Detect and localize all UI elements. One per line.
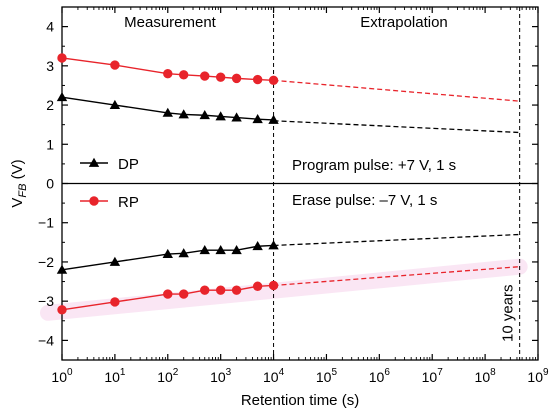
data-point-dp-erase bbox=[268, 240, 279, 250]
x-tick-label: 100 bbox=[51, 367, 73, 385]
data-point-rp-program bbox=[231, 73, 242, 84]
rp-erase-highlight bbox=[40, 258, 528, 321]
data-point-dp-erase bbox=[252, 241, 263, 251]
data-point-rp-program bbox=[178, 70, 189, 80]
measurement-label: Measurement bbox=[124, 14, 217, 31]
series-markers-layer bbox=[56, 53, 279, 315]
extrapolation-line-rp-erase bbox=[273, 266, 520, 287]
data-point-rp-program bbox=[252, 74, 263, 85]
x-tick-label: 103 bbox=[210, 367, 232, 385]
data-point-dp-program bbox=[252, 113, 263, 124]
highlight-layer bbox=[40, 258, 528, 321]
extrapolation-label: Extrapolation bbox=[360, 14, 448, 31]
data-point-rp-erase bbox=[200, 285, 210, 295]
data-point-rp-program bbox=[200, 71, 210, 81]
data-point-rp-erase bbox=[178, 289, 189, 299]
y-tick-label: 2 bbox=[46, 97, 54, 113]
data-point-rp-erase bbox=[110, 297, 120, 307]
y-tick-label: 4 bbox=[46, 19, 54, 35]
data-point-rp-erase bbox=[231, 285, 242, 295]
data-point-rp-erase bbox=[57, 305, 67, 315]
data-point-dp-program bbox=[215, 111, 226, 121]
legend-label-dp: DP bbox=[118, 156, 139, 173]
y-tick-label: −4 bbox=[38, 332, 54, 348]
ten-years-label: 10 years bbox=[500, 284, 517, 342]
data-point-dp-erase bbox=[178, 248, 189, 258]
data-point-rp-erase bbox=[215, 285, 226, 295]
y-tick-label: −1 bbox=[38, 215, 54, 231]
data-point-dp-erase bbox=[199, 244, 210, 255]
data-point-rp-erase bbox=[268, 280, 279, 291]
data-point-dp-program bbox=[178, 109, 189, 119]
x-tick-label: 107 bbox=[422, 367, 444, 385]
data-point-dp-erase bbox=[231, 244, 242, 255]
y-tick-label: 3 bbox=[46, 58, 54, 74]
y-tick-label: 1 bbox=[46, 136, 54, 152]
data-point-dp-program bbox=[162, 107, 173, 117]
y-axis-label: VFB (V) bbox=[9, 159, 29, 207]
y-tick-label: −2 bbox=[38, 254, 54, 270]
extrapolation-line-dp-program bbox=[273, 120, 520, 134]
legend-marker-rp bbox=[89, 196, 99, 206]
axis-layer bbox=[61, 6, 539, 361]
x-axis-label: Retention time (s) bbox=[241, 392, 359, 409]
extrapolation-line-rp-program bbox=[273, 79, 520, 102]
x-tick-label: 109 bbox=[527, 367, 549, 385]
x-tick-label: 106 bbox=[369, 367, 391, 385]
data-point-dp-program bbox=[56, 92, 68, 102]
x-tick-label: 102 bbox=[157, 367, 179, 385]
data-point-rp-program bbox=[57, 53, 67, 63]
data-point-dp-program bbox=[231, 112, 242, 122]
x-tick-label: 105 bbox=[316, 367, 338, 385]
program-pulse-label: Program pulse: +7 V, 1 s bbox=[292, 157, 456, 174]
y-tick-label: 0 bbox=[46, 176, 54, 192]
erase-pulse-label: Erase pulse: –7 V, 1 s bbox=[292, 192, 437, 209]
extrapolation-line-dp-erase bbox=[273, 233, 520, 247]
data-point-rp-program bbox=[268, 75, 279, 86]
legend-marker-dp bbox=[88, 157, 100, 167]
x-tick-label: 108 bbox=[475, 367, 497, 385]
data-point-rp-erase bbox=[252, 281, 263, 291]
data-point-dp-erase bbox=[215, 244, 226, 255]
legend-label-rp: RP bbox=[118, 194, 139, 211]
data-point-rp-program bbox=[215, 72, 226, 82]
data-point-dp-erase bbox=[162, 248, 173, 258]
x-tick-label: 101 bbox=[104, 367, 126, 385]
text-layer: −4 −3 −2 −1 0 1 2 3 4 100 101 102 103 104 105 106 107 108… bbox=[9, 14, 549, 409]
data-point-dp-program bbox=[268, 114, 279, 124]
y-tick-label: −3 bbox=[38, 293, 54, 309]
data-point-dp-program bbox=[109, 99, 121, 109]
data-point-dp-erase bbox=[56, 264, 68, 274]
data-point-dp-program bbox=[199, 110, 210, 120]
data-point-rp-erase bbox=[163, 289, 173, 299]
x-tick-label: 104 bbox=[263, 367, 285, 385]
data-point-dp-erase bbox=[109, 256, 121, 266]
data-point-rp-program bbox=[163, 68, 173, 79]
data-point-rp-program bbox=[110, 60, 120, 70]
